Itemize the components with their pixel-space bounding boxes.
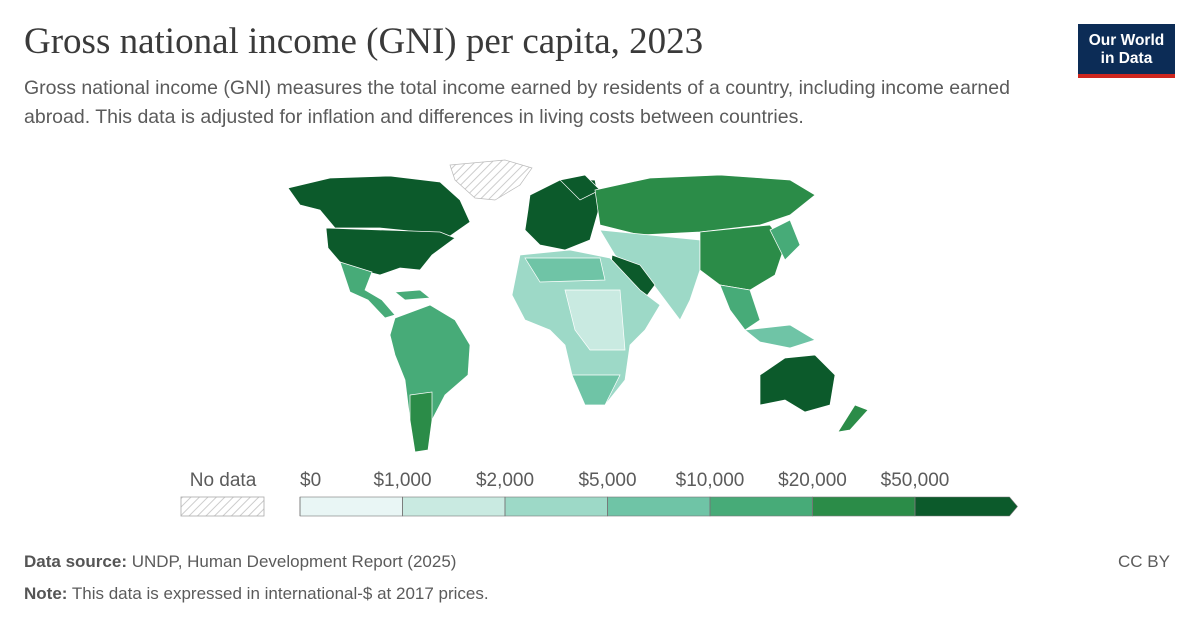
legend-tick-label: $1,000 xyxy=(373,470,431,491)
logo[interactable]: Our World in Data xyxy=(1078,24,1175,78)
central-africa xyxy=(564,289,626,351)
countries xyxy=(287,159,869,453)
southern-africa xyxy=(571,374,621,406)
legend-bin xyxy=(402,496,506,517)
japan-korea xyxy=(769,219,801,261)
legend-tick-label: $10,000 xyxy=(676,470,745,491)
legend-no-data-swatch xyxy=(180,496,265,517)
greenland xyxy=(449,159,533,201)
usa xyxy=(325,227,456,276)
southeast-asia xyxy=(719,284,761,331)
north-america-north xyxy=(287,175,471,237)
note-label: Note: xyxy=(24,584,68,603)
legend: No data $0 $1,000 $2,000 $5,000 $10,000 $20,0… xyxy=(180,470,1018,517)
china xyxy=(699,224,786,291)
russia xyxy=(594,174,816,236)
legend-tick-label: $0 xyxy=(300,470,321,491)
indonesia xyxy=(744,324,816,349)
source-text: UNDP, Human Development Report (2025) xyxy=(131,552,457,571)
legend-bin xyxy=(812,496,916,517)
caribbean xyxy=(394,289,431,301)
legend-tick-label: $20,000 xyxy=(778,470,847,491)
legend-bin xyxy=(299,496,403,517)
legend-bin xyxy=(914,496,1018,517)
legend-tick-label: $5,000 xyxy=(578,470,636,491)
legend-no-data-label: No data xyxy=(190,470,257,491)
legend-bin xyxy=(504,496,608,517)
new-zealand xyxy=(837,404,869,433)
license[interactable]: CC BY xyxy=(1118,552,1170,571)
subtitle: Gross national income (GNI) measures the… xyxy=(24,77,1010,128)
logo-line: in Data xyxy=(1100,50,1153,67)
legend-bin xyxy=(607,496,711,517)
legend-bin xyxy=(709,496,813,517)
argentina-chile xyxy=(409,391,433,453)
source-label: Data source: xyxy=(24,552,127,571)
note: Note: This data is expressed in internat… xyxy=(24,578,489,610)
title: Gross national income (GNI) per capita, … xyxy=(24,21,704,62)
map: No data $0 $1,000 $2,000 $5,000 $10,000 $20,0… xyxy=(180,159,1018,517)
australia xyxy=(759,354,836,413)
logo-line: Our World xyxy=(1088,32,1165,49)
source: Data source: UNDP, Human Development Rep… xyxy=(24,546,489,578)
note-text: This data is expressed in international-… xyxy=(71,584,489,603)
legend-tick-label: $50,000 xyxy=(881,470,950,491)
central-america xyxy=(339,261,396,319)
footer: Data source: UNDP, Human Development Rep… xyxy=(24,546,489,610)
legend-tick-label: $2,000 xyxy=(476,470,534,491)
north-africa xyxy=(524,257,606,283)
